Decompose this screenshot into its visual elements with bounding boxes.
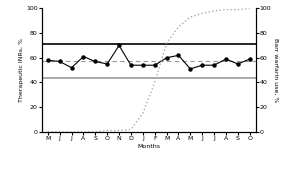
X-axis label: Months: Months [137, 144, 160, 149]
Y-axis label: Barr warfarin use, %: Barr warfarin use, % [274, 38, 279, 102]
Y-axis label: Therapeutic INRs, %: Therapeutic INRs, % [19, 38, 24, 102]
